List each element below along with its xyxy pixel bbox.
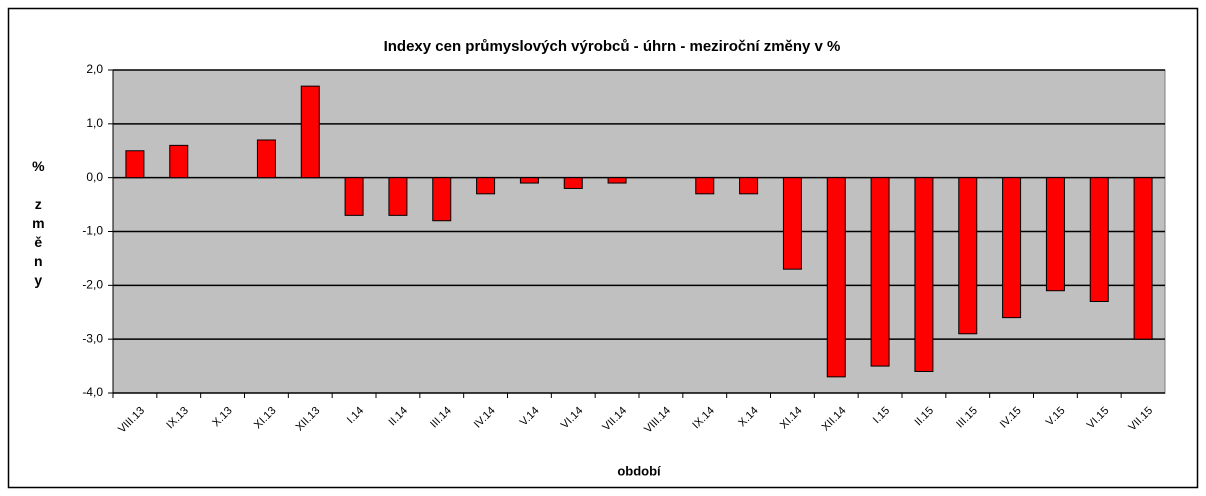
chart-title: Indexy cen průmyslových výrobců - úhrn -…	[384, 38, 841, 55]
y-axis-label: % změny	[30, 158, 46, 291]
bar	[519, 177, 539, 184]
bar	[870, 177, 890, 367]
bar	[1089, 177, 1109, 302]
y-tick-label: -1,0	[82, 224, 103, 238]
bar	[782, 177, 802, 270]
y-tick-label: 1,0	[86, 116, 103, 130]
bar	[1045, 177, 1065, 292]
y-tick-label: 2,0	[86, 62, 103, 76]
bar	[432, 177, 452, 222]
bar	[607, 177, 627, 184]
bar	[300, 85, 320, 179]
bar	[256, 139, 276, 179]
bar	[958, 177, 978, 335]
bar	[1133, 177, 1153, 340]
bar	[563, 177, 583, 189]
bar	[169, 144, 189, 179]
x-axis-label: období	[617, 463, 661, 478]
bar	[1002, 177, 1022, 319]
y-tick-label: -4,0	[82, 385, 103, 399]
bar	[344, 177, 364, 216]
y-tick-label: -3,0	[82, 331, 103, 345]
bar	[695, 177, 715, 195]
bar	[914, 177, 934, 372]
bar	[476, 177, 496, 195]
bar	[826, 177, 846, 378]
bar	[739, 177, 759, 195]
bar	[125, 150, 145, 179]
y-tick-label: -2,0	[82, 278, 103, 292]
bar	[388, 177, 408, 216]
y-tick-label: 0,0	[86, 170, 103, 184]
